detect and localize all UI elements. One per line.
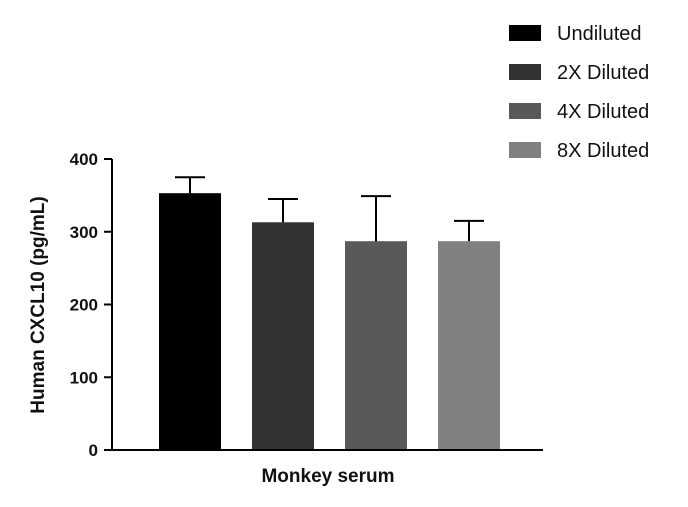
axes: 0 100 200 300 400 bbox=[70, 150, 543, 460]
legend-swatch bbox=[509, 103, 541, 119]
y-tick-label: 400 bbox=[70, 150, 98, 169]
y-tick-label: 200 bbox=[70, 296, 98, 315]
bar bbox=[438, 241, 500, 450]
y-tick-label: 300 bbox=[70, 223, 98, 242]
legend-label: 2X Diluted bbox=[557, 62, 649, 84]
error-bars-layer bbox=[175, 176, 484, 242]
y-axis-title: Human CXCL10 (pg/mL) bbox=[28, 196, 49, 413]
bar bbox=[159, 193, 221, 450]
legend-swatch bbox=[509, 64, 541, 80]
y-ticks: 0 100 200 300 400 bbox=[70, 150, 112, 460]
y-tick-label: 100 bbox=[70, 368, 98, 387]
legend-label: 4X Diluted bbox=[557, 101, 649, 123]
legend-swatch bbox=[509, 142, 541, 158]
legend-label: 8X Diluted bbox=[557, 140, 649, 162]
legend-swatch bbox=[509, 25, 541, 41]
bar bbox=[252, 222, 314, 450]
legend: Undiluted 2X Diluted 4X Diluted 8X Diluted bbox=[509, 23, 649, 162]
bars-layer bbox=[159, 193, 500, 450]
y-tick-label: 0 bbox=[89, 441, 98, 460]
bar bbox=[345, 241, 407, 450]
x-axis-title: Monkey serum bbox=[261, 466, 394, 487]
legend-label: Undiluted bbox=[557, 23, 642, 45]
